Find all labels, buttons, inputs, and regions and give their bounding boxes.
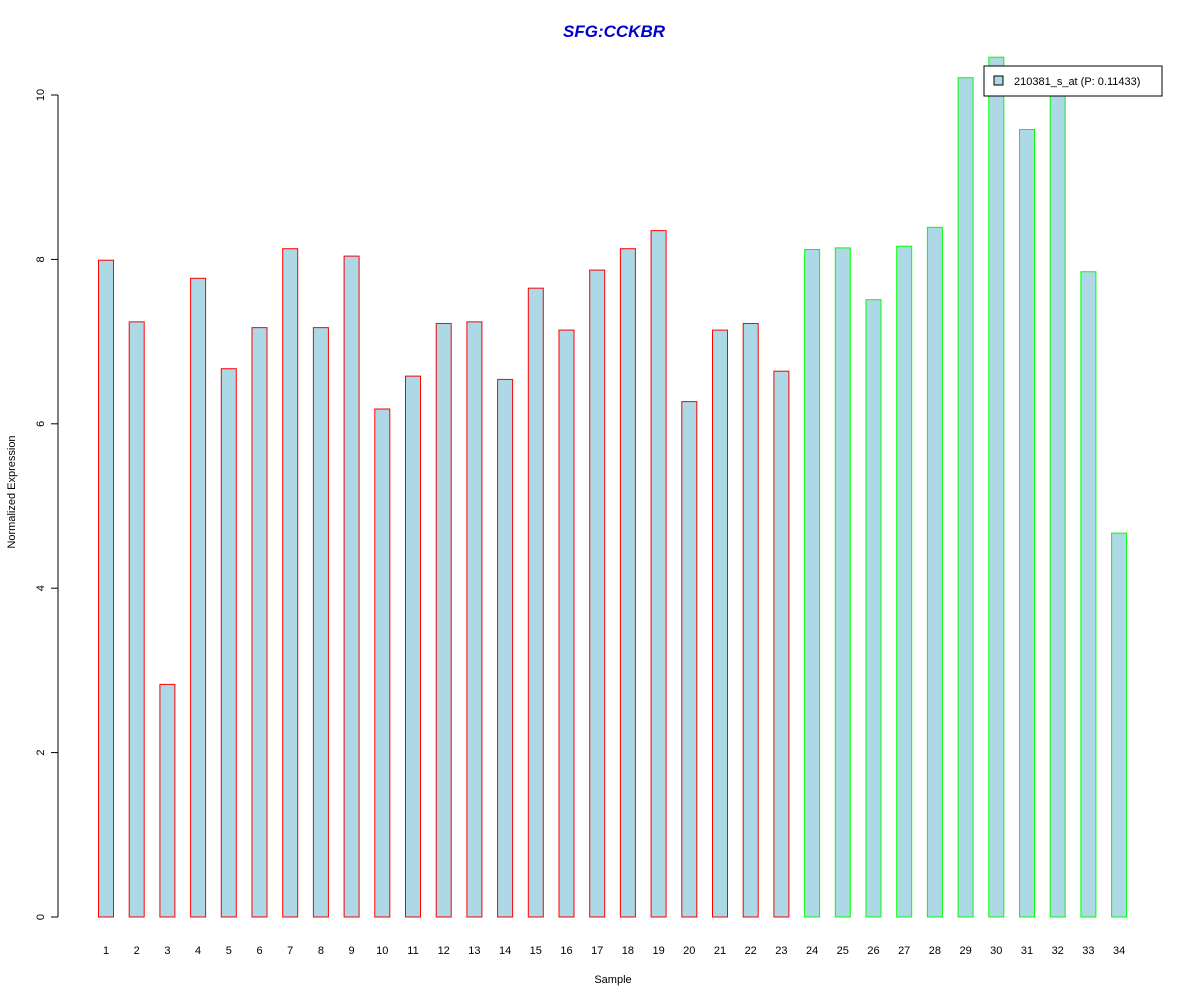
- legend-entry: 210381_s_at (P: 0.11433): [1014, 76, 1140, 88]
- bar: [650, 230, 667, 918]
- bars: [98, 56, 1128, 918]
- x-tick-label: 15: [530, 945, 542, 957]
- x-tick-label: 31: [1021, 945, 1033, 957]
- x-tick-label: 26: [867, 945, 879, 957]
- bar: [896, 245, 913, 918]
- y-tick-label: 2: [35, 750, 47, 756]
- bar: [159, 683, 176, 918]
- y-tick-label: 10: [35, 89, 47, 101]
- bar: [1080, 271, 1097, 918]
- bar: [374, 408, 391, 918]
- bar: [558, 329, 575, 918]
- x-tick-label: 32: [1052, 945, 1064, 957]
- y-tick-label: 4: [35, 585, 47, 591]
- x-tick-label: 24: [806, 945, 818, 957]
- bar: [773, 370, 790, 918]
- bar: [282, 248, 299, 918]
- x-tick-label: 23: [775, 945, 787, 957]
- x-tick-label: 6: [256, 945, 262, 957]
- bar: [681, 401, 698, 918]
- bar: [957, 77, 974, 918]
- bar: [865, 299, 882, 918]
- x-tick-label: 20: [683, 945, 695, 957]
- bar: [804, 249, 821, 918]
- x-tick-label: 7: [287, 945, 293, 957]
- y-tick-label: 6: [35, 421, 47, 427]
- bar: [1049, 87, 1066, 918]
- x-axis-label: Sample: [594, 974, 631, 986]
- bar: [312, 327, 329, 918]
- bar: [742, 323, 759, 918]
- x-tick-label: 17: [591, 945, 603, 957]
- bar: [712, 329, 728, 918]
- y-tick-label: 8: [35, 256, 47, 262]
- x-tick-label: 14: [499, 945, 511, 957]
- x-tick-label: 2: [134, 945, 140, 957]
- bar: [497, 378, 514, 918]
- x-tick-label: 4: [195, 945, 201, 957]
- legend-box: [983, 65, 1163, 97]
- x-tick-label: 27: [898, 945, 910, 957]
- bar: [988, 56, 1005, 918]
- y-axis-label: Normalized Expression: [6, 435, 18, 548]
- bar: [527, 287, 544, 918]
- x-tick-label: 28: [929, 945, 941, 957]
- x-tick-label: 10: [376, 945, 388, 957]
- x-tick-label: 12: [438, 945, 450, 957]
- x-tick-label: 19: [652, 945, 664, 957]
- bar: [190, 277, 207, 918]
- bar: [589, 269, 606, 918]
- x-tick-label: 1: [103, 945, 109, 957]
- bar: [128, 321, 145, 918]
- x-tick-label: 25: [837, 945, 849, 957]
- bar: [343, 255, 360, 918]
- x-tick-label: 21: [714, 945, 726, 957]
- legend: 210381_s_at (P: 0.11433): [983, 65, 1163, 97]
- x-tick-label: 34: [1113, 945, 1125, 957]
- bar: [1019, 129, 1035, 918]
- bar: [98, 259, 114, 918]
- chart-title: SFG:CCKBR: [563, 22, 666, 41]
- bar: [220, 368, 237, 918]
- x-tick-label: 29: [959, 945, 971, 957]
- bar: [1111, 532, 1128, 918]
- x-tick-label: 11: [407, 945, 418, 957]
- bar: [251, 327, 268, 918]
- x-tick-labels: 1 2 3 4 5 6 7 8 9 10 11 12 13 14 15 16 17 18 19 20 21 22 23 24 2…: [103, 945, 1125, 957]
- bar: [466, 321, 483, 918]
- x-tick-label: 9: [349, 945, 355, 957]
- x-tick-label: 22: [745, 945, 757, 957]
- x-tick-label: 8: [318, 945, 324, 957]
- y-tick-label: 0: [35, 914, 47, 920]
- bar: [405, 375, 421, 918]
- x-tick-label: 13: [468, 945, 480, 957]
- legend-swatch: [993, 75, 1004, 86]
- x-tick-label: 3: [164, 945, 170, 957]
- x-tick-label: 16: [560, 945, 572, 957]
- bar: [435, 323, 452, 918]
- x-tick-label: 5: [226, 945, 232, 957]
- x-tick-label: 18: [622, 945, 634, 957]
- bar: [834, 247, 851, 918]
- x-tick-label: 30: [990, 945, 1002, 957]
- bar: [926, 226, 943, 918]
- y-axis: 0 2 4 6 8 10: [35, 89, 59, 920]
- bar: [619, 248, 636, 918]
- x-tick-label: 33: [1082, 945, 1094, 957]
